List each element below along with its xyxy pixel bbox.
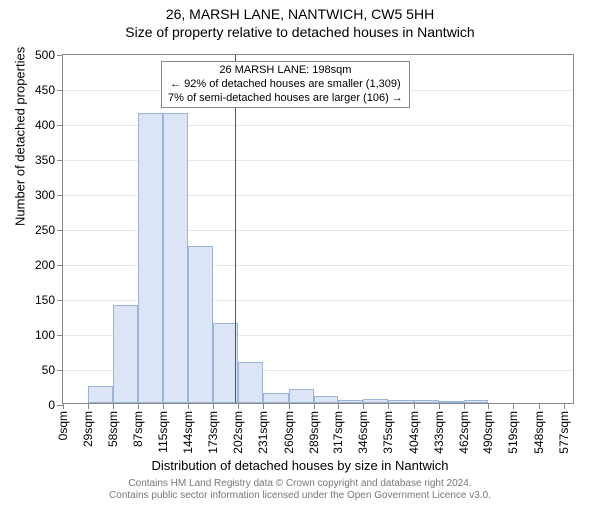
x-tick	[464, 403, 465, 409]
x-tick	[263, 403, 264, 409]
annotation-line: 26 MARSH LANE: 198sqm	[168, 64, 403, 78]
histogram-bar	[338, 400, 363, 403]
x-tick	[414, 403, 415, 409]
page-title: 26, MARSH LANE, NANTWICH, CW5 5HH	[0, 6, 600, 22]
histogram-bar	[439, 401, 464, 403]
x-tick-label: 0sqm	[56, 411, 70, 440]
x-tick	[488, 403, 489, 409]
x-tick-label: 144sqm	[181, 411, 195, 454]
histogram-bar	[88, 386, 113, 404]
y-tick-label: 50	[42, 363, 55, 377]
histogram-bar	[138, 113, 162, 404]
x-tick	[363, 403, 364, 409]
x-tick-label: 58sqm	[106, 411, 120, 447]
y-tick	[57, 300, 63, 301]
x-tick-label: 433sqm	[432, 411, 446, 454]
x-tick	[289, 403, 290, 409]
histogram-bar	[263, 393, 288, 404]
x-tick-label: 375sqm	[381, 411, 395, 454]
footer-line-1: Contains HM Land Registry data © Crown c…	[109, 478, 491, 490]
x-tick	[564, 403, 565, 409]
annotation-box: 26 MARSH LANE: 198sqm← 92% of detached h…	[161, 61, 410, 108]
y-tick-label: 250	[35, 223, 55, 237]
annotation-line: ← 92% of detached houses are smaller (1,…	[168, 78, 403, 92]
footer-attribution: Contains HM Land Registry data © Crown c…	[109, 478, 491, 502]
histogram-bar	[388, 400, 413, 403]
x-tick	[388, 403, 389, 409]
x-tick-label: 260sqm	[282, 411, 296, 454]
y-tick	[57, 160, 63, 161]
x-tick	[439, 403, 440, 409]
histogram-bar	[314, 396, 338, 403]
x-tick-label: 404sqm	[407, 411, 421, 454]
x-tick-label: 548sqm	[532, 411, 546, 454]
x-tick	[338, 403, 339, 409]
x-tick	[513, 403, 514, 409]
page-subtitle: Size of property relative to detached ho…	[0, 24, 600, 40]
y-tick	[57, 335, 63, 336]
y-tick	[57, 370, 63, 371]
x-tick-label: 462sqm	[457, 411, 471, 454]
x-tick-label: 115sqm	[156, 411, 170, 453]
x-tick	[539, 403, 540, 409]
x-tick-label: 577sqm	[557, 411, 571, 454]
x-tick	[138, 403, 139, 409]
x-tick	[314, 403, 315, 409]
x-tick	[213, 403, 214, 409]
y-tick	[57, 90, 63, 91]
histogram-bar	[113, 305, 138, 403]
y-tick	[57, 55, 63, 56]
x-tick-label: 519sqm	[506, 411, 520, 454]
x-tick-label: 87sqm	[131, 411, 145, 447]
y-tick	[57, 265, 63, 266]
x-axis-title: Distribution of detached houses by size …	[152, 458, 449, 473]
x-tick	[113, 403, 114, 409]
x-tick	[88, 403, 89, 409]
y-tick	[57, 125, 63, 126]
histogram-bar	[163, 113, 188, 404]
y-tick-label: 500	[35, 48, 55, 62]
x-tick-label: 490sqm	[481, 411, 495, 454]
x-tick-label: 202sqm	[231, 411, 245, 454]
x-tick-label: 173sqm	[206, 411, 220, 454]
histogram-bar	[363, 399, 388, 403]
x-tick	[163, 403, 164, 409]
y-tick	[57, 230, 63, 231]
y-tick	[57, 195, 63, 196]
chart-plot-area: 0501001502002503003504004505000sqm29sqm5…	[62, 54, 574, 404]
y-tick-label: 350	[35, 153, 55, 167]
histogram-bar	[188, 246, 213, 404]
footer-line-2: Contains public sector information licen…	[109, 490, 491, 502]
histogram-bar	[464, 400, 488, 403]
y-tick-label: 200	[35, 258, 55, 272]
histogram-bar	[289, 389, 314, 403]
x-tick-label: 346sqm	[356, 411, 370, 454]
x-tick-label: 289sqm	[307, 411, 321, 454]
y-tick-label: 0	[48, 398, 55, 412]
histogram-bar	[414, 400, 439, 403]
histogram-bar	[238, 362, 263, 403]
y-axis-title: Number of detached properties	[13, 47, 28, 226]
y-tick-label: 450	[35, 83, 55, 97]
y-tick-label: 300	[35, 188, 55, 202]
x-tick-label: 317sqm	[331, 411, 345, 454]
x-tick-label: 29sqm	[81, 411, 95, 447]
annotation-line: 7% of semi-detached houses are larger (1…	[168, 92, 403, 106]
y-tick-label: 100	[35, 328, 55, 342]
y-tick-label: 150	[35, 293, 55, 307]
y-tick-label: 400	[35, 118, 55, 132]
x-tick-label: 231sqm	[256, 411, 270, 454]
x-tick	[238, 403, 239, 409]
x-tick	[188, 403, 189, 409]
x-tick	[63, 403, 64, 409]
